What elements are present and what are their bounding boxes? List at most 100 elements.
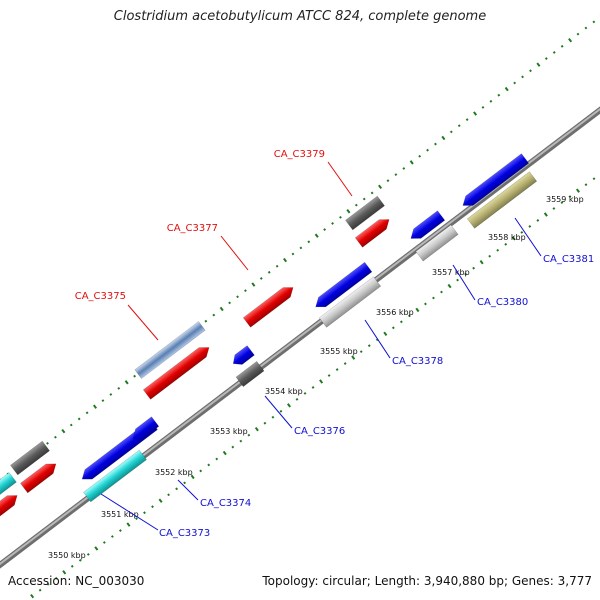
ring-tick [473, 111, 478, 116]
ring-tick [244, 289, 247, 293]
ring-tick [375, 338, 379, 342]
ring-tick [504, 86, 509, 92]
ring-tick [85, 411, 89, 415]
ring-tick [77, 417, 81, 421]
feature-block [134, 321, 206, 379]
ring-tick [543, 212, 548, 217]
ring-tick [303, 391, 307, 395]
ring-tick [109, 393, 113, 396]
callout-line [264, 395, 293, 429]
callout-line [220, 235, 249, 271]
ring-tick [143, 511, 146, 515]
gene-label: CA_C3379 [274, 149, 325, 160]
ring-tick [228, 301, 232, 305]
ring-tick [259, 277, 263, 280]
ring-tick [263, 421, 267, 425]
ring-tick [488, 254, 492, 258]
callout-line [327, 161, 353, 197]
ring-tick [204, 319, 208, 323]
ring-tick [536, 62, 541, 67]
ring-tick [496, 248, 500, 252]
ring-tick [335, 368, 339, 371]
feature-block [132, 416, 160, 439]
ring-tick [520, 230, 524, 234]
ring-tick [449, 130, 453, 134]
gene-callouts: CA_C3373 CA_C3374 CA_C3375 CA_C3376 CA_C3377… [75, 149, 595, 539]
scale-tick-label: 3558 kbp [488, 233, 526, 242]
ring-tick [295, 397, 299, 401]
ring-tick [370, 191, 374, 195]
scale-tick-label: 3550 kbp [48, 551, 86, 560]
gene-label: CA_C3374 [200, 498, 251, 509]
ring-tick [307, 240, 311, 244]
ring-tick [456, 278, 459, 282]
ring-tick [175, 487, 179, 491]
scale-tick-label: 3553 kbp [210, 427, 248, 436]
ring-tick [592, 177, 596, 181]
ring-tick [386, 179, 390, 183]
ring-tick [402, 167, 406, 170]
scale-tick-label: 3555 kbp [320, 347, 358, 356]
ring-tick [528, 225, 532, 228]
ring-tick [426, 148, 429, 152]
ring-tick [279, 409, 283, 413]
ring-tick [110, 535, 114, 538]
ring-tick [219, 306, 224, 312]
ring-tick [407, 314, 411, 318]
ring-tick [447, 283, 452, 289]
ring-tick [286, 403, 291, 408]
scale-tick-label: 3552 kbp [155, 468, 193, 477]
ring-tick [119, 529, 122, 532]
ring-tick [212, 313, 216, 317]
feature-block [235, 361, 265, 387]
gene-label: CA_C3375 [75, 291, 126, 302]
ring-tick [275, 264, 279, 268]
feature-block [345, 195, 385, 231]
ring-tick [339, 215, 342, 219]
ring-tick [359, 350, 363, 354]
ring-tick [568, 38, 573, 43]
feature-block [20, 463, 57, 494]
ring-tick [479, 260, 484, 265]
ring-tick [199, 469, 203, 473]
scale-tick-label: 3559 kbp [546, 195, 584, 204]
ring-tick [222, 450, 227, 456]
ring-tick [576, 32, 580, 36]
ring-tick [394, 173, 398, 176]
ring-tick [62, 570, 67, 575]
ring-tick [30, 593, 35, 599]
feature-block [10, 440, 50, 476]
scale-tick-label: 3557 kbp [432, 268, 470, 277]
ring-tick [46, 441, 49, 445]
ring-tick [239, 439, 243, 443]
feature-block [354, 219, 390, 248]
gene-features [0, 153, 538, 518]
callout-line [177, 479, 199, 501]
ring-tick [311, 386, 315, 389]
ring-tick [124, 380, 129, 385]
ring-tick [319, 379, 324, 384]
ring-tick [568, 195, 572, 199]
ring-tick [254, 426, 259, 432]
ring-tick [415, 307, 420, 313]
ring-tick [102, 541, 106, 544]
ring-tick [511, 236, 516, 241]
ring-tick [38, 588, 42, 592]
ring-tick [575, 188, 580, 193]
ring-tick [331, 222, 334, 225]
ring-tick [544, 57, 548, 60]
ring-tick [346, 209, 351, 214]
ring-tick [251, 282, 256, 287]
ring-tick [440, 290, 443, 294]
ring-tick [536, 219, 540, 222]
ring-tick [489, 99, 493, 103]
ring-tick [231, 445, 235, 449]
ring-tick [481, 106, 485, 109]
callout-line [127, 304, 159, 341]
ring-tick [362, 197, 366, 201]
scale-tick-label: 3556 kbp [376, 308, 414, 317]
ring-tick [391, 326, 395, 330]
ring-tick [117, 386, 121, 390]
ring-tick [560, 44, 564, 48]
